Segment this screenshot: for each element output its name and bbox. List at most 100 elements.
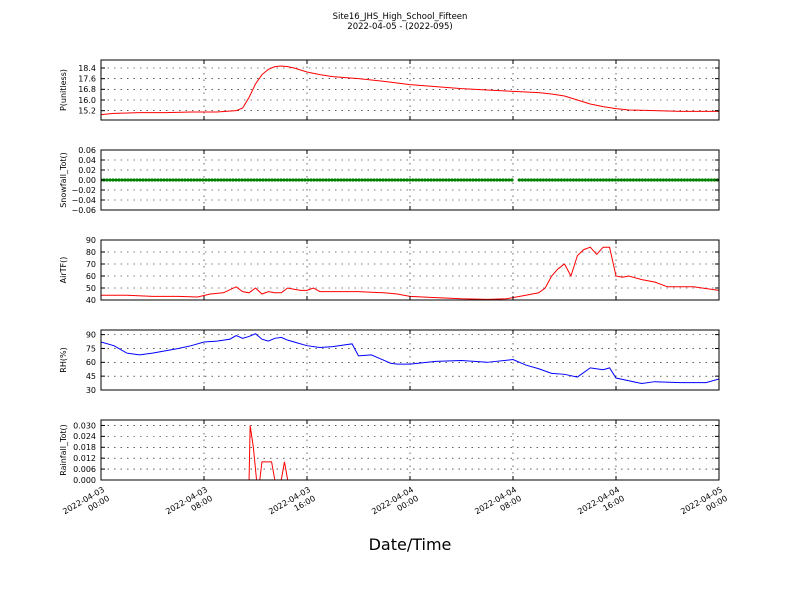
data-point [507, 178, 511, 182]
series-line [101, 65, 719, 116]
data-point [510, 178, 514, 182]
data-point [423, 178, 427, 182]
data-point [456, 178, 460, 182]
data-point [604, 178, 609, 182]
data-point [156, 178, 160, 182]
data-point [249, 178, 253, 182]
data-point [571, 178, 576, 182]
series [101, 178, 719, 182]
y-tick-label: 90 [86, 330, 96, 339]
data-point [709, 178, 714, 182]
data-point [529, 178, 534, 182]
data-point [453, 178, 457, 182]
y-axis-label: P(unitless) [59, 69, 68, 111]
data-point [246, 178, 250, 182]
data-point [682, 178, 687, 182]
data-point [640, 178, 645, 182]
data-point [553, 178, 558, 182]
series-line [101, 333, 719, 385]
data-point [141, 178, 145, 182]
data-point [303, 178, 307, 182]
data-point [480, 178, 484, 182]
data-point [664, 178, 669, 182]
y-tick-label: 0.006 [73, 465, 96, 474]
chart-subtitle: 2022-04-05 - (2022-095) [347, 22, 452, 32]
grid [101, 240, 719, 300]
data-point [255, 178, 259, 182]
data-point [565, 178, 570, 182]
data-point [667, 178, 672, 182]
data-point [105, 178, 109, 182]
data-point [655, 178, 660, 182]
data-point [378, 178, 382, 182]
data-point [294, 178, 298, 182]
data-point [544, 178, 549, 182]
data-point [336, 178, 340, 182]
data-point [426, 178, 430, 182]
data-point [444, 178, 448, 182]
data-point [429, 178, 433, 182]
y-tick-label: 0.00 [78, 176, 96, 185]
y-tick-label: 0.000 [73, 476, 96, 485]
data-point [372, 178, 376, 182]
subplot-3: 40 50 60 70 80 90 AirTF() [59, 236, 720, 305]
data-point [492, 178, 496, 182]
data-point [306, 178, 310, 182]
plot-frame [100, 419, 720, 481]
data-point [399, 178, 403, 182]
y-axis: 30 45 60 75 90 [86, 330, 719, 395]
data-point [237, 178, 241, 182]
data-point [312, 178, 316, 182]
data-point [360, 178, 364, 182]
data-point [180, 178, 184, 182]
series-line [101, 425, 719, 480]
data-point [517, 178, 522, 182]
plot-frame [100, 239, 720, 301]
data-point [366, 178, 370, 182]
series [101, 246, 719, 300]
data-point [414, 178, 418, 182]
y-tick-label: −0.04 [71, 196, 96, 205]
chart-title: Site16_JHS_High_School_Fifteen [333, 12, 468, 22]
y-tick-label: −0.02 [71, 186, 96, 195]
data-point [586, 178, 591, 182]
data-point [252, 178, 256, 182]
data-point [477, 178, 481, 182]
data-point [697, 178, 702, 182]
data-point [135, 178, 139, 182]
data-point [189, 178, 193, 182]
data-point [153, 178, 157, 182]
data-point [712, 178, 717, 182]
data-point [673, 178, 678, 182]
data-point [523, 178, 528, 182]
data-point [357, 178, 361, 182]
data-point [363, 178, 367, 182]
data-point [435, 178, 439, 182]
y-tick-label: 16.8 [78, 85, 96, 94]
data-point [550, 178, 555, 182]
data-point [691, 178, 696, 182]
series [101, 425, 719, 480]
data-point [526, 178, 531, 182]
data-point [501, 178, 505, 182]
data-point [111, 178, 115, 182]
data-point [670, 178, 675, 182]
y-tick-label: 17.6 [78, 74, 96, 83]
data-point [562, 178, 567, 182]
data-point [595, 178, 600, 182]
y-axis: 40 50 60 70 80 90 [86, 236, 719, 305]
data-point [150, 178, 154, 182]
data-point [291, 178, 295, 182]
data-point [432, 178, 436, 182]
plot-frame [100, 59, 720, 121]
y-tick-label: 80 [86, 248, 96, 257]
data-point [450, 178, 454, 182]
data-point [598, 178, 603, 182]
data-point [288, 178, 292, 182]
data-point [390, 178, 394, 182]
data-point [321, 178, 325, 182]
